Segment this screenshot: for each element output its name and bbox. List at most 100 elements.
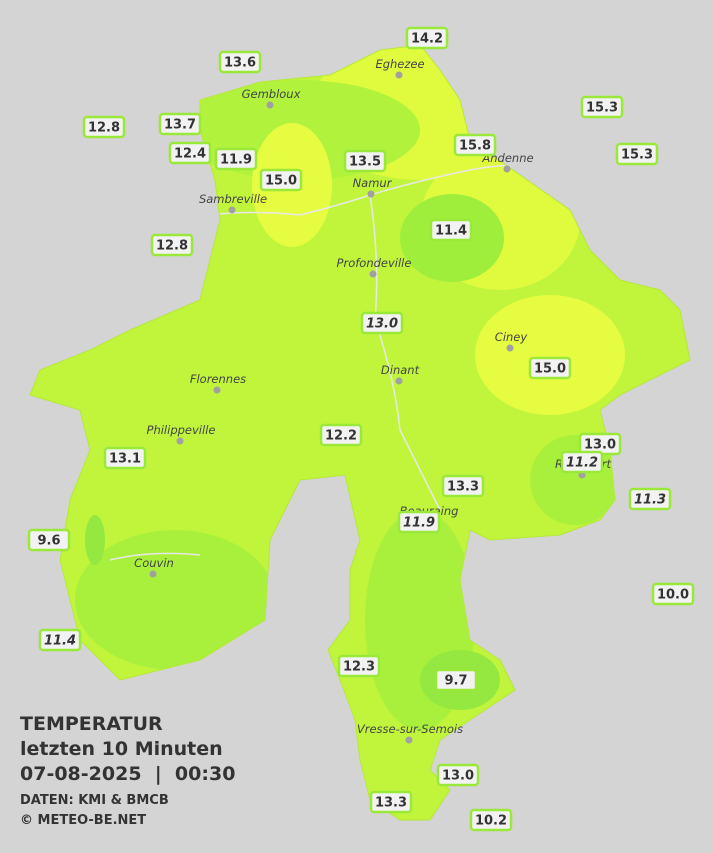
reading-value: 12.2	[325, 429, 357, 444]
city-dot	[266, 101, 274, 109]
reading: 11.9	[214, 147, 258, 171]
period: letzten 10 Minuten	[20, 738, 223, 760]
reading-box	[560, 450, 604, 474]
reading-box	[436, 763, 480, 787]
reading-value: 11.3	[634, 493, 666, 508]
reading-box	[168, 141, 212, 165]
reading-value: 14.2	[411, 32, 443, 47]
reading-value: 11.2	[566, 456, 598, 471]
city-name: Florennes	[190, 372, 246, 386]
copyright: © METEO-BE.NET	[20, 813, 146, 828]
reading-box	[429, 218, 473, 242]
city-name: Vresse-sur-Semois	[357, 722, 463, 736]
reading: 15.3	[615, 142, 659, 166]
reading-box	[343, 149, 387, 173]
reading: 11.2	[560, 450, 604, 474]
city-dot	[506, 344, 514, 352]
reading-value: 15.0	[534, 362, 566, 377]
reading-box	[259, 168, 303, 192]
reading-box	[615, 142, 659, 166]
reading: 13.6	[218, 50, 262, 74]
reading: 15.0	[259, 168, 303, 192]
reading-value: 12.3	[343, 660, 375, 675]
title: TEMPERATUR	[20, 713, 163, 735]
city-name: Namur	[353, 176, 393, 190]
reading-value: 15.3	[586, 101, 618, 116]
reading-box	[27, 528, 71, 552]
reading-box	[469, 808, 513, 832]
reading-value: 9.7	[444, 674, 467, 689]
reading: 10.2	[469, 808, 513, 832]
reading-box	[397, 510, 441, 534]
reading-box	[158, 112, 202, 136]
reading: 13.5	[343, 149, 387, 173]
reading: 11.9	[397, 510, 441, 534]
reading-value: 13.0	[442, 769, 474, 784]
city-name: Eghezee	[375, 57, 424, 71]
reading-box	[651, 582, 695, 606]
reading: 15.0	[528, 356, 572, 380]
city-dot	[395, 71, 403, 79]
city-dot	[395, 377, 403, 385]
reading-box	[103, 446, 147, 470]
reading: 12.2	[319, 423, 363, 447]
reading-value: 13.7	[164, 118, 196, 133]
source: DATEN: KMI & BMCB	[20, 793, 169, 808]
reading-box	[528, 356, 572, 380]
reading-value: 12.8	[156, 239, 188, 254]
city-dot	[503, 165, 511, 173]
city-name: Sambreville	[199, 192, 267, 206]
reading-value: 10.2	[475, 814, 507, 829]
reading: 13.1	[103, 446, 147, 470]
reading: 10.0	[651, 582, 695, 606]
reading: 11.4	[429, 218, 473, 242]
reading-value: 12.4	[174, 147, 206, 162]
city-dot	[228, 206, 236, 214]
reading-value: 13.6	[224, 56, 256, 71]
reading: 13.3	[441, 474, 485, 498]
reading: 12.8	[150, 233, 194, 257]
datetime: 07-08-2025 | 00:30	[20, 763, 235, 785]
reading: 13.7	[158, 112, 202, 136]
reading-box	[580, 95, 624, 119]
city-name: Profondeville	[337, 256, 412, 270]
cities: EghezeeGemblouxAndenneNamurSambrevillePr…	[134, 57, 612, 744]
reading-value: 13.3	[447, 480, 479, 495]
reading: 13.0	[436, 763, 480, 787]
reading-box	[441, 474, 485, 498]
city-dot	[367, 190, 375, 198]
reading-box	[360, 311, 404, 335]
reading-value: 9.6	[37, 534, 60, 549]
reading: 9.6	[27, 528, 71, 552]
reading: 12.3	[337, 654, 381, 678]
reading: 11.3	[628, 487, 672, 511]
reading-box	[369, 790, 413, 814]
readings: 13.6 14.2 12.8 13.7 12.4 11.9 15.0 13.5 15.8 15.3…	[27, 26, 695, 832]
reading-box	[434, 668, 478, 692]
reading-value: 12.8	[88, 121, 120, 136]
reading-value: 11.4	[435, 224, 467, 239]
reading-value: 11.4	[44, 634, 76, 649]
city-name: Philippeville	[147, 423, 216, 437]
reading: 13.0	[360, 311, 404, 335]
city-name: Gembloux	[242, 87, 301, 101]
reading-box	[628, 487, 672, 511]
reading-box	[38, 628, 82, 652]
reading-box	[218, 50, 262, 74]
reading-box	[150, 233, 194, 257]
city-name: Dinant	[381, 363, 420, 377]
city-dot	[213, 386, 221, 394]
reading-value: 13.3	[375, 796, 407, 811]
reading-value: 10.0	[657, 588, 689, 603]
reading-value: 15.0	[265, 174, 297, 189]
reading-box	[337, 654, 381, 678]
city-dot	[176, 437, 184, 445]
reading-box	[405, 26, 449, 50]
reading-value: 13.5	[349, 155, 381, 170]
reading-value: 11.9	[220, 153, 252, 168]
reading: 12.8	[82, 115, 126, 139]
city-name: Ciney	[495, 330, 528, 344]
city-dot	[369, 270, 377, 278]
reading-value: 15.8	[459, 139, 491, 154]
